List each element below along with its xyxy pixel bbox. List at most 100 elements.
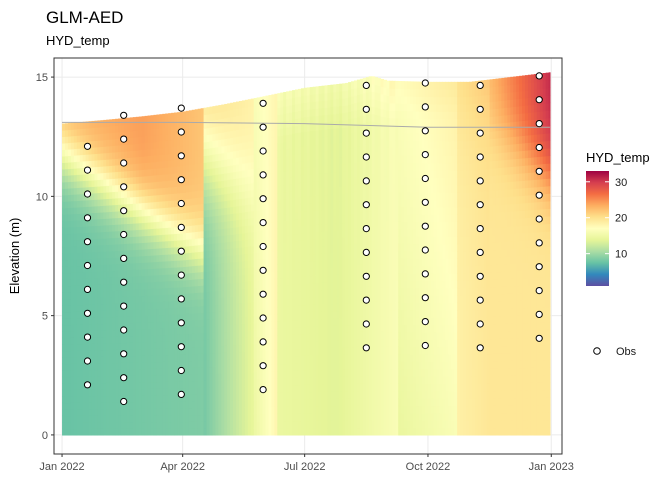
- heat-cell: [295, 132, 299, 141]
- heat-cell: [171, 361, 175, 369]
- heat-cell: [348, 170, 352, 179]
- heat-cell: [297, 88, 302, 97]
- heat-cell: [303, 355, 308, 364]
- heat-cell: [318, 253, 323, 262]
- heat-cell: [230, 310, 234, 318]
- heat-cell: [179, 327, 184, 335]
- heat-cell: [182, 185, 187, 193]
- heat-cell: [274, 171, 278, 180]
- heat-cell: [79, 337, 84, 345]
- heat-cell: [118, 230, 122, 238]
- heat-cell: [318, 340, 323, 349]
- heat-cell: [97, 153, 101, 161]
- heat-cell: [123, 269, 128, 278]
- heat-cell: [306, 224, 311, 233]
- heat-cell: [194, 400, 199, 409]
- heat-cell: [100, 310, 104, 318]
- heat-cell: [109, 375, 113, 383]
- heat-cell: [138, 375, 143, 383]
- heat-cell: [144, 248, 149, 257]
- heat-cell: [94, 166, 99, 174]
- heat-cell: [82, 252, 87, 260]
- heat-cell: [165, 301, 169, 309]
- heat-cell: [129, 381, 134, 390]
- heat-cell: [135, 415, 140, 423]
- heat-cell: [197, 142, 202, 151]
- heat-cell: [191, 231, 196, 240]
- heat-cell: [351, 177, 355, 186]
- heat-cell: [156, 274, 160, 282]
- heat-cell: [280, 363, 284, 372]
- heat-cell: [112, 138, 116, 146]
- heat-cell: [150, 301, 155, 309]
- heat-cell: [121, 421, 125, 429]
- heat-cell: [215, 270, 219, 278]
- heat-cell: [297, 276, 302, 285]
- heat-cell: [318, 136, 323, 145]
- heat-cell: [150, 215, 155, 223]
- heat-cell: [174, 334, 178, 342]
- heat-cell: [135, 275, 140, 284]
- heat-cell: [333, 318, 337, 326]
- heat-cell: [150, 188, 155, 196]
- heat-cell: [342, 156, 346, 165]
- heat-cell: [135, 229, 140, 237]
- heat-cell: [292, 90, 296, 98]
- heat-cell: [348, 354, 352, 363]
- heat-cell: [194, 156, 199, 165]
- heat-cell: [159, 328, 163, 336]
- heat-cell: [73, 155, 78, 163]
- heat-cell: [103, 251, 107, 259]
- heat-cell: [321, 209, 326, 218]
- heat-cell: [141, 415, 146, 423]
- heat-cell: [156, 421, 160, 429]
- heat-cell: [300, 131, 305, 140]
- heat-cell: [177, 226, 181, 234]
- heat-cell: [289, 384, 293, 393]
- heat-cell: [303, 391, 308, 400]
- heat-cell: [159, 348, 163, 356]
- heat-cell: [62, 227, 66, 235]
- heat-cell: [297, 117, 302, 126]
- heat-cell: [353, 191, 358, 200]
- heat-cell: [345, 229, 349, 238]
- heat-cell: [330, 420, 334, 429]
- heat-cell: [150, 408, 155, 416]
- heat-cell: [238, 156, 243, 165]
- heat-cell: [265, 286, 270, 295]
- heat-cell: [342, 361, 346, 370]
- heat-cell: [309, 137, 314, 146]
- heat-cell: [174, 206, 178, 214]
- heat-cell: [274, 292, 278, 301]
- heat-cell: [85, 350, 90, 358]
- heat-cell: [73, 376, 78, 384]
- heat-cell: [132, 302, 137, 310]
- heat-cell: [297, 204, 302, 213]
- heat-cell: [336, 237, 340, 246]
- heat-cell: [318, 129, 323, 138]
- heat-cell: [224, 124, 228, 133]
- heat-cell: [197, 421, 202, 429]
- heat-cell: [256, 357, 261, 366]
- heat-cell: [218, 297, 222, 305]
- heat-cell: [121, 250, 125, 258]
- heat-cell: [253, 161, 258, 169]
- heat-cell: [162, 307, 166, 316]
- heat-cell: [165, 187, 169, 195]
- heat-cell: [168, 314, 172, 322]
- heat-cell: [244, 246, 249, 254]
- heat-cell: [100, 330, 104, 338]
- heat-cell: [295, 226, 299, 235]
- heat-cell: [236, 254, 240, 262]
- heat-cell: [253, 98, 258, 106]
- heat-cell: [100, 205, 104, 213]
- heat-cell: [303, 239, 308, 248]
- heat-cell: [221, 207, 225, 216]
- heat-cell: [215, 167, 219, 175]
- heat-cell: [194, 285, 199, 294]
- heat-cell: [141, 116, 146, 124]
- heat-cell: [224, 228, 228, 236]
- heat-cell: [94, 231, 99, 240]
- heat-cell: [306, 319, 311, 327]
- heat-cell: [277, 385, 281, 393]
